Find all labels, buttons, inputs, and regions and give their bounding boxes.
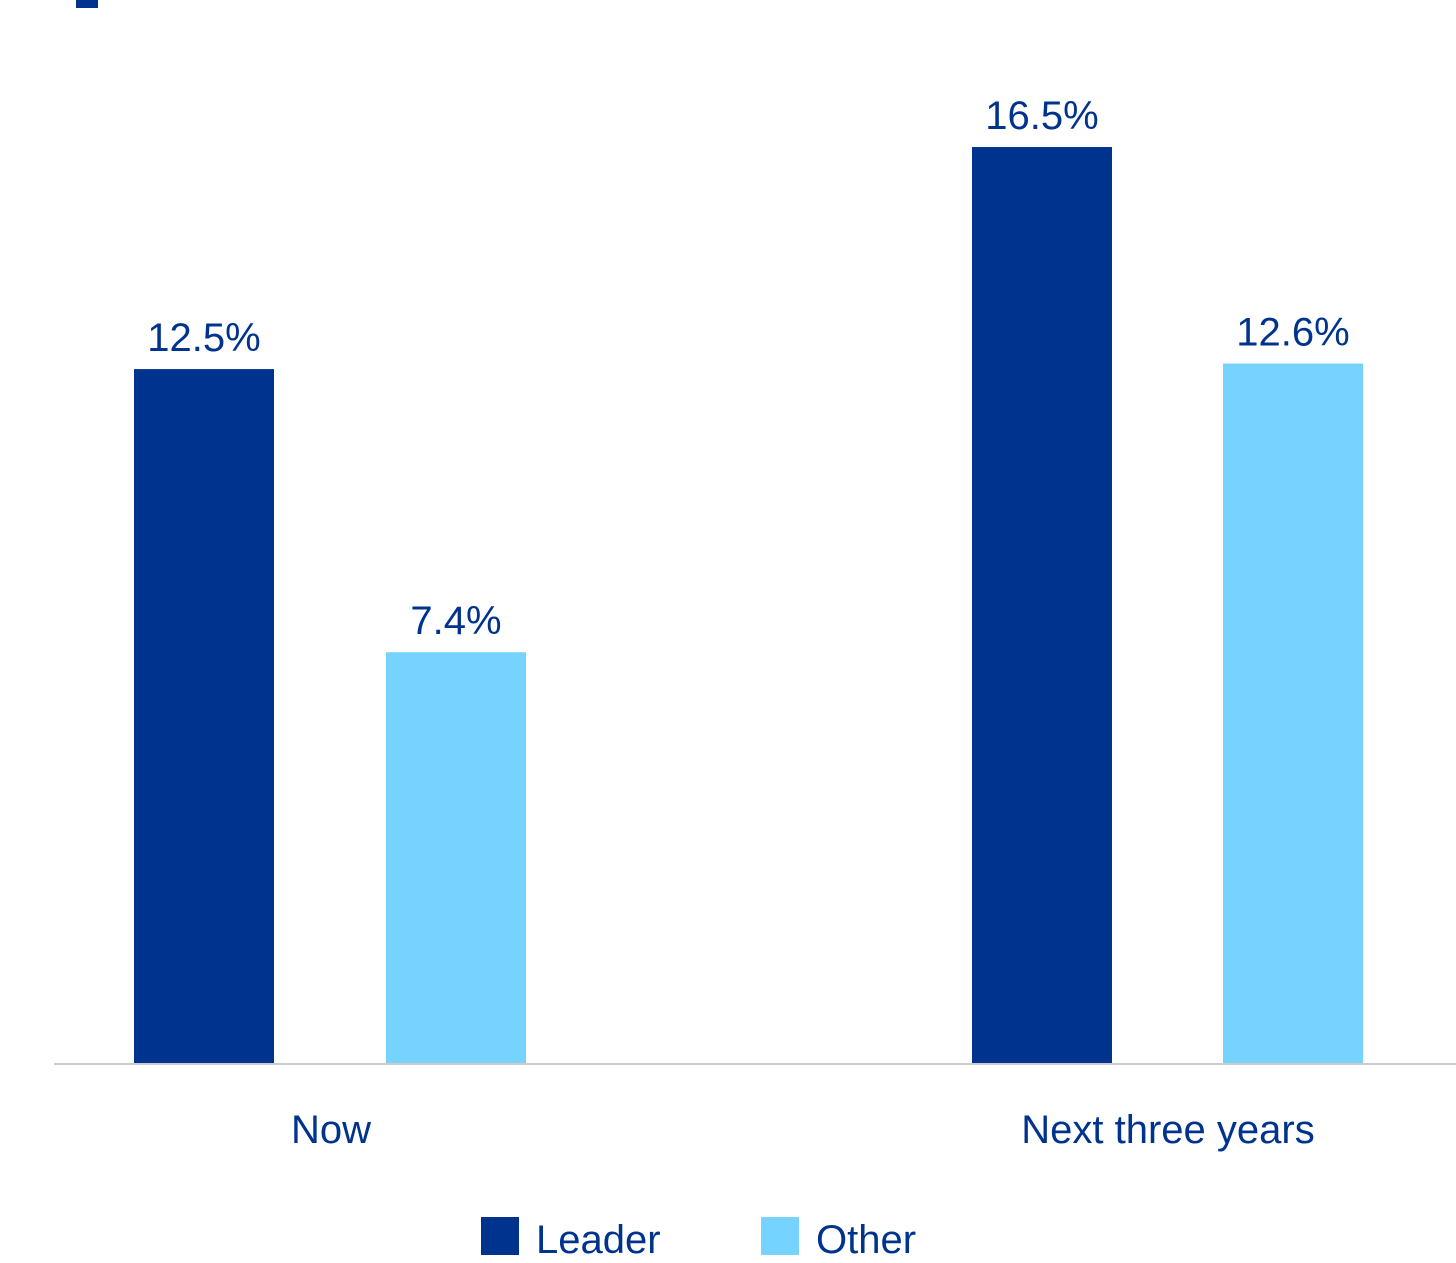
bars-layer bbox=[134, 147, 1363, 1064]
legend-swatch-leader bbox=[481, 1217, 519, 1255]
legend-label-other: Other bbox=[816, 1218, 916, 1262]
legend-swatch-other bbox=[761, 1217, 799, 1255]
bar-other-now bbox=[386, 652, 526, 1063]
bar-leader-now bbox=[134, 369, 274, 1064]
category-label-next-three-years: Next three years bbox=[1021, 1108, 1314, 1152]
data-label-leader-next-three-years: 16.5% bbox=[985, 94, 1098, 138]
bar-leader-next-three-years bbox=[972, 147, 1112, 1063]
legend-label-leader: Leader bbox=[536, 1218, 661, 1262]
data-label-other-next-three-years: 12.6% bbox=[1236, 311, 1349, 355]
data-label-other-now: 7.4% bbox=[410, 599, 501, 643]
legend: Leader Other bbox=[481, 1217, 916, 1262]
bar-other-next-three-years bbox=[1223, 363, 1363, 1063]
category-labels-layer: Now Next three years bbox=[291, 1108, 1315, 1152]
data-label-leader-now: 12.5% bbox=[147, 316, 260, 360]
category-label-now: Now bbox=[291, 1108, 371, 1152]
header-accent-mark bbox=[76, 0, 98, 8]
data-labels-layer: 12.5% 7.4% 16.5% 12.6% bbox=[147, 94, 1349, 643]
